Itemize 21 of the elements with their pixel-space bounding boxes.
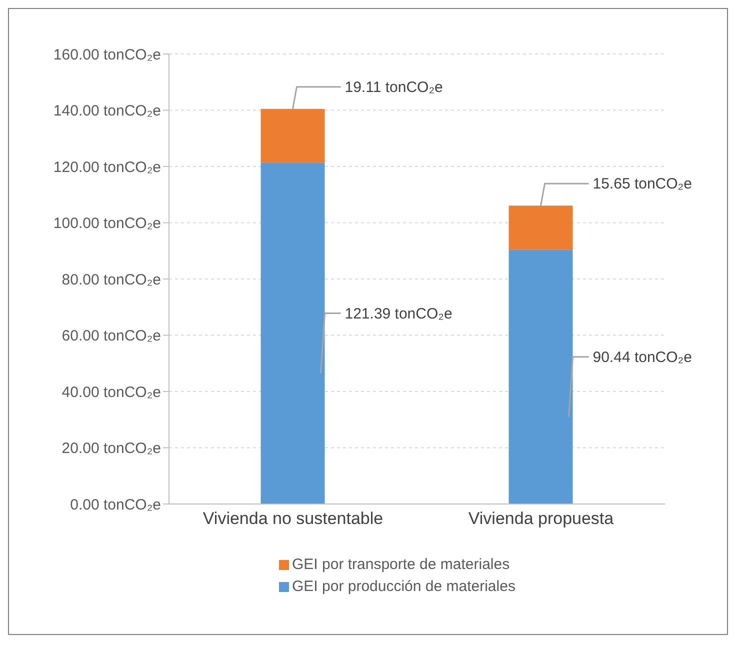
y-tick-label: 120.00 tonCO₂e (53, 158, 161, 176)
legend-label: GEI por producción de materiales (292, 577, 516, 597)
data-label: 121.39 tonCO₂e (344, 305, 452, 322)
bar (508, 250, 573, 504)
y-tick-label: 0.00 tonCO₂e (70, 496, 161, 514)
y-tick-label: 100.00 tonCO₂e (53, 215, 161, 232)
y-tick-label: 80.00 tonCO₂e (62, 271, 161, 288)
legend-label: GEI por transporte de materiales (292, 555, 510, 575)
data-label: 90.44 tonCO₂e (592, 348, 692, 366)
y-tick-label: 160.00 tonCO₂e (53, 46, 161, 64)
bar (260, 108, 325, 163)
x-tick-label: Vivienda no sustentable (202, 509, 384, 528)
y-tick-label: 40.00 tonCO₂e (62, 384, 161, 401)
y-tick-label: 60.00 tonCO₂e (62, 328, 161, 345)
y-tick-label: 20.00 tonCO₂e (62, 440, 161, 458)
x-tick-label: Vivienda propuesta (468, 509, 614, 528)
y-tick-label: 140.00 tonCO₂e (53, 102, 161, 120)
bar (508, 206, 573, 250)
bar (260, 162, 325, 504)
data-label: 15.65 tonCO₂e (592, 176, 692, 193)
data-label: 19.11 tonCO₂e (344, 78, 443, 96)
